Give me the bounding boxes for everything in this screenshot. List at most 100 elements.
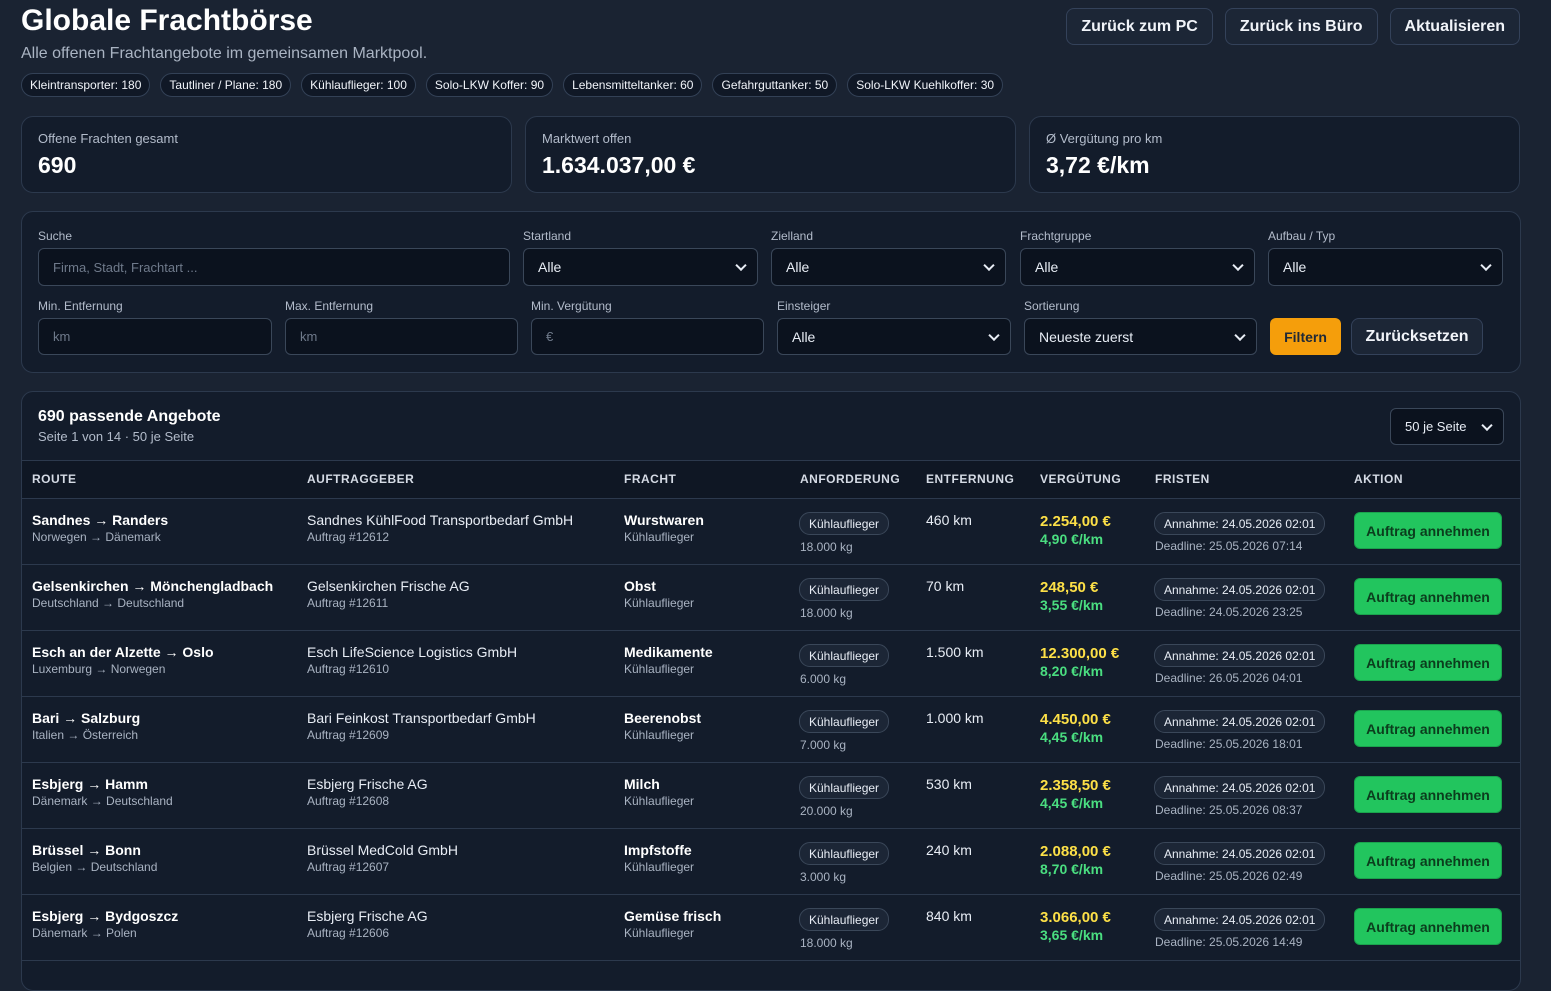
header-button[interactable]: Zurück ins Büro <box>1224 8 1378 45</box>
accept-button[interactable]: Auftrag annehmen <box>1354 644 1502 681</box>
column-header: FRISTEN <box>1155 472 1210 486</box>
text-input[interactable]: € <box>531 318 764 355</box>
price: 2.254,00 € <box>1040 513 1111 530</box>
requirement-pill: Kühlauflieger <box>799 776 890 799</box>
select[interactable]: Alle <box>777 318 1011 355</box>
accept-button[interactable]: Auftrag annehmen <box>1354 776 1502 813</box>
table-row: Gelsenkirchen → Mönchengladbach Deutschla… <box>22 565 1520 631</box>
placeholder: Firma, Stadt, Frachtart ... <box>53 259 198 275</box>
route-countries: Luxemburg → Norwegen <box>32 662 166 676</box>
price-per-km: 4,45 €/km <box>1040 795 1104 811</box>
stat-card: Ø Vergütung pro km 3,72 €/km <box>1029 116 1520 193</box>
weight: 3.000 kg <box>800 870 847 884</box>
client: Sandnes KühlFood Transportbedarf GmbH <box>307 512 574 528</box>
distance: 240 km <box>926 842 972 858</box>
order-number: Auftrag #12607 <box>307 860 390 874</box>
cargo: Impfstoffe <box>624 842 692 858</box>
route: Esbjerg → Bydgoszcz <box>32 908 179 924</box>
cargo: Beerenobst <box>624 710 702 726</box>
route: Esbjerg → Hamm <box>32 776 148 792</box>
placeholder: € <box>546 329 554 344</box>
price: 2.088,00 € <box>1040 843 1111 860</box>
order-number: Auftrag #12612 <box>307 530 390 544</box>
route: Esch an der Alzette → Oslo <box>32 644 214 660</box>
deadline: Deadline: 26.05.2026 04:01 <box>1155 671 1303 685</box>
header-buttons: Zurück zum PC Zurück ins Büro Aktualisiere… <box>1066 8 1520 45</box>
select-value: Alle <box>1283 259 1307 275</box>
filter-label: Startland <box>523 229 572 243</box>
table-row: Esch an der Alzette → Oslo Luxemburg → No… <box>22 631 1520 697</box>
stat-value: 3,72 €/km <box>1046 152 1150 178</box>
select[interactable]: Alle <box>1268 248 1503 286</box>
stat-card: Offene Frachten gesamt 690 <box>21 116 512 193</box>
column-header: ENTFERNUNG <box>926 472 1015 486</box>
text-input[interactable]: Firma, Stadt, Frachtart ... <box>38 248 510 286</box>
filter-button[interactable]: Filtern <box>1270 318 1341 355</box>
accept-button[interactable]: Auftrag annehmen <box>1354 842 1502 879</box>
capacity-chip: Solo-LKW Koffer: 90 <box>425 73 554 97</box>
weight: 6.000 kg <box>800 672 847 686</box>
price: 2.358,50 € <box>1040 777 1111 794</box>
client: Bari Feinkost Transportbedarf GmbH <box>307 710 536 726</box>
per-page-select[interactable]: 50 je Seite <box>1390 408 1504 445</box>
order-number: Auftrag #12611 <box>307 596 389 610</box>
filter-label: Einsteiger <box>777 299 831 313</box>
accept-button[interactable]: Auftrag annehmen <box>1354 512 1502 549</box>
price: 4.450,00 € <box>1040 711 1111 728</box>
filter-label: Aufbau / Typ <box>1268 229 1336 243</box>
accept-pill: Annahme: 24.05.2026 02:01 <box>1154 776 1326 799</box>
select-value: Neueste zuerst <box>1039 328 1134 345</box>
table-row: Bari → Salzburg Italien → Österreich Bari … <box>22 697 1520 763</box>
weight: 18.000 kg <box>800 540 853 554</box>
header-button[interactable]: Aktualisieren <box>1389 8 1520 45</box>
deadline: Deadline: 25.05.2026 08:37 <box>1155 803 1303 817</box>
capacity-chip: Gefahrguttanker: 50 <box>712 73 838 97</box>
distance: 70 km <box>926 578 965 594</box>
filter-label: Max. Entfernung <box>285 299 374 313</box>
client: Esbjerg Frische AG <box>307 776 428 792</box>
filter-label: Sortierung <box>1024 299 1080 313</box>
distance: 840 km <box>926 908 972 924</box>
order-number: Auftrag #12610 <box>307 662 390 676</box>
select[interactable]: Neueste zuerst <box>1024 318 1257 355</box>
reset-button[interactable]: Zurücksetzen <box>1351 318 1483 355</box>
header-button[interactable]: Zurück zum PC <box>1066 8 1213 45</box>
weight: 18.000 kg <box>800 606 853 620</box>
price-per-km: 4,45 €/km <box>1040 729 1104 745</box>
cargo-type: Kühlauflieger <box>624 728 695 742</box>
select[interactable]: Alle <box>771 248 1006 286</box>
requirement-pill: Kühlauflieger <box>799 710 890 733</box>
price-per-km: 4,90 €/km <box>1040 531 1104 547</box>
accept-button[interactable]: Auftrag annehmen <box>1354 710 1502 747</box>
filter-label: Suche <box>38 229 73 243</box>
stat-label: Marktwert offen <box>542 131 632 146</box>
chip-row: Kleintransporter: 180 Tautliner / Plane: … <box>21 73 1004 97</box>
cargo: Medikamente <box>624 644 713 660</box>
deadline: Deadline: 25.05.2026 18:01 <box>1155 737 1303 751</box>
select[interactable]: Alle <box>523 248 758 286</box>
column-header: AKTION <box>1354 472 1403 486</box>
accept-button[interactable]: Auftrag annehmen <box>1354 578 1502 615</box>
stat-value: 1.634.037,00 € <box>542 152 696 178</box>
route-countries: Dänemark → Deutschland <box>32 794 173 808</box>
text-input[interactable]: km <box>285 318 518 355</box>
table-header <box>22 460 1520 499</box>
select-value: Alle <box>786 259 810 275</box>
price-per-km: 3,55 €/km <box>1040 597 1104 613</box>
requirement-pill: Kühlauflieger <box>799 644 890 667</box>
order-number: Auftrag #12608 <box>307 794 390 808</box>
price: 12.300,00 € <box>1040 645 1120 662</box>
results-title: 690 passende Angebote <box>38 408 221 425</box>
accept-pill: Annahme: 24.05.2026 02:01 <box>1154 908 1326 931</box>
results-subtitle: Seite 1 von 14 · 50 je Seite <box>38 429 195 444</box>
text-input[interactable]: km <box>38 318 272 355</box>
select[interactable]: Alle <box>1020 248 1255 286</box>
route-countries: Deutschland → Deutschland <box>32 596 185 610</box>
price-per-km: 8,20 €/km <box>1040 663 1104 679</box>
client: Esbjerg Frische AG <box>307 908 428 924</box>
accept-pill: Annahme: 24.05.2026 02:01 <box>1154 578 1326 601</box>
weight: 18.000 kg <box>800 936 853 950</box>
distance: 1.000 km <box>926 710 984 726</box>
accept-button[interactable]: Auftrag annehmen <box>1354 908 1502 945</box>
price: 248,50 € <box>1040 579 1099 596</box>
